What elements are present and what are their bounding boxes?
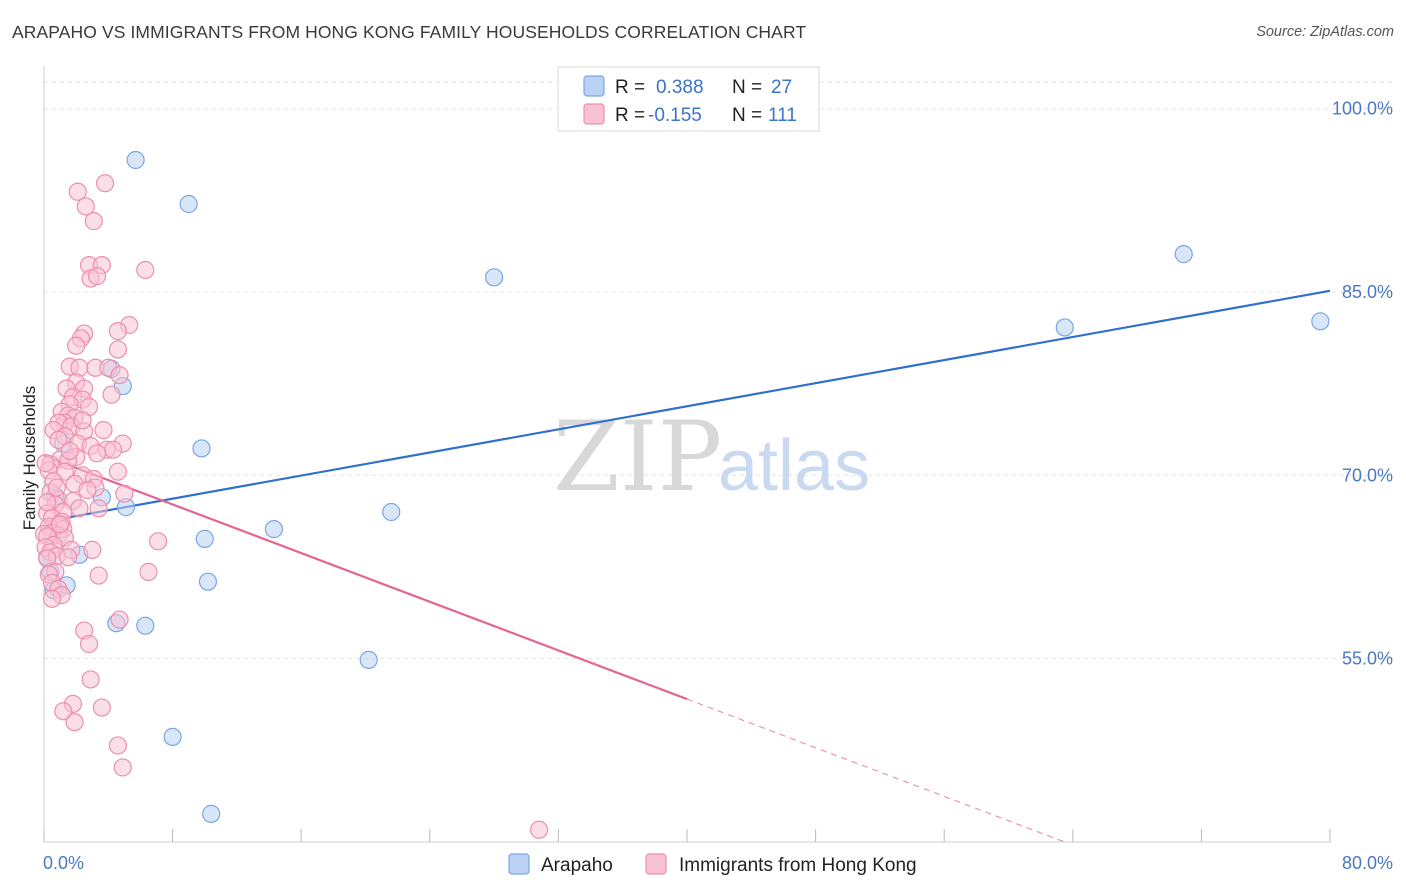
legend-box: R = 0.388 N = 27 R = -0.155 N = 111 (557, 66, 820, 132)
point-hk-96 (79, 634, 99, 654)
legend-n-value-arapaho: 27 (771, 77, 792, 98)
point-hk-105 (36, 454, 55, 473)
point-hk-97 (81, 670, 100, 689)
point-hk-100 (92, 698, 111, 717)
point-hk-63 (70, 499, 89, 518)
legend-r-value-hk: -0.155 (648, 105, 702, 126)
point-arapaho-13 (382, 502, 401, 522)
point-arapaho-4 (1311, 312, 1330, 331)
point-hk-89 (89, 566, 108, 585)
point-arapaho-5 (1055, 318, 1074, 337)
bottom-legend-label-hk: Immigrants from Hong Kong (679, 855, 917, 876)
legend-swatch-arapaho (583, 75, 605, 97)
y-tick-labels: 55.0% 70.0% 85.0% 100.0% (1332, 99, 1393, 669)
legend-swatch-hk (583, 103, 605, 125)
point-arapaho-24 (359, 650, 378, 669)
point-hk-10 (108, 322, 128, 341)
point-hk-44 (87, 444, 107, 463)
x-tick-labels: 0.0% 80.0% (43, 853, 1393, 873)
point-arapaho-23 (136, 616, 155, 635)
axes (43, 66, 1331, 843)
point-hk-108 (73, 411, 92, 430)
point-hk-106 (47, 478, 66, 497)
bottom-legend-label-arapaho: Arapaho (541, 855, 613, 876)
point-hk-0 (95, 174, 115, 193)
x-tick-label-1: 80.0% (1342, 853, 1393, 873)
point-hk-50 (108, 462, 128, 481)
bottom-legend: Arapaho Immigrants from Hong Kong (508, 853, 917, 876)
watermark-zip: ZIP (553, 401, 722, 513)
y-axis-label: Family Households (20, 386, 39, 531)
point-arapaho-9 (192, 439, 211, 458)
point-hk-99 (54, 702, 73, 721)
x-tick-label-0: 0.0% (43, 853, 84, 873)
point-hk-16 (70, 358, 89, 377)
point-arapaho-14 (264, 520, 283, 539)
point-arapaho-19 (198, 572, 218, 591)
legend-r-label-arapaho: R = (615, 77, 645, 98)
watermark-atlas: atlas (718, 426, 870, 506)
y-tick-label-1: 70.0% (1342, 465, 1393, 485)
point-arapaho-15 (195, 529, 214, 548)
bottom-legend-swatch-hk (645, 853, 667, 875)
point-hk-6 (136, 260, 155, 280)
legend-r-value-arapaho: 0.388 (656, 77, 704, 98)
y-tick-label-3: 100.0% (1332, 99, 1393, 119)
trend-lines (43, 289, 1331, 843)
legend-n-label-hk: N = (732, 105, 762, 126)
point-hk-110 (50, 515, 70, 534)
point-hk-109 (38, 493, 57, 512)
point-hk-101 (65, 713, 84, 732)
y-tick-label-2: 85.0% (1342, 282, 1393, 302)
point-hk-81 (83, 540, 102, 559)
point-hk-64 (89, 499, 108, 518)
point-hk-19 (110, 366, 129, 385)
point-hk-59 (115, 484, 134, 503)
trend-line-hk (43, 454, 688, 701)
point-arapaho-1 (179, 194, 198, 214)
legend-r-label-hk: R = (615, 105, 645, 126)
point-hk-107 (60, 441, 79, 460)
point-hk-1 (68, 182, 87, 201)
point-hk-93 (42, 589, 62, 608)
point-hk-13 (67, 336, 86, 355)
point-hk-3 (84, 212, 103, 231)
legend-n-label-arapaho: N = (732, 77, 762, 98)
bottom-legend-swatch-arapaho (508, 853, 530, 875)
point-hk-102 (108, 736, 128, 755)
point-arapaho-2 (485, 268, 504, 287)
point-arapaho-26 (202, 804, 221, 823)
point-hk-38 (49, 430, 68, 449)
trend-line-arapaho (43, 289, 1331, 523)
point-hk-36 (94, 421, 113, 440)
point-hk-85 (59, 548, 78, 567)
source-credit: Source: ZipAtlas.com (1256, 24, 1394, 40)
point-arapaho-25 (163, 727, 182, 746)
point-hk-103 (113, 758, 132, 777)
grid-lines (44, 81, 1394, 660)
point-hk-86 (139, 562, 158, 581)
point-arapaho-0 (126, 150, 145, 170)
chart-title: ARAPAHO VS IMMIGRANTS FROM HONG KONG FAM… (12, 22, 807, 42)
trend-line-dashed-hk (686, 698, 1065, 843)
point-hk-14 (108, 340, 128, 359)
point-hk-8 (87, 267, 107, 286)
legend-n-value-hk: 111 (768, 105, 797, 126)
point-hk-23 (102, 385, 121, 404)
point-hk-94 (110, 610, 129, 629)
point-hk-57 (78, 480, 97, 500)
watermark: ZIP atlas (553, 401, 870, 513)
point-hk-2 (76, 197, 95, 216)
point-hk-104 (530, 820, 549, 839)
point-arapaho-3 (1174, 245, 1193, 264)
scatter-points (34, 150, 1330, 839)
point-hk-77 (149, 532, 168, 551)
y-tick-label-0: 55.0% (1342, 649, 1393, 669)
point-hk-43 (104, 440, 123, 459)
